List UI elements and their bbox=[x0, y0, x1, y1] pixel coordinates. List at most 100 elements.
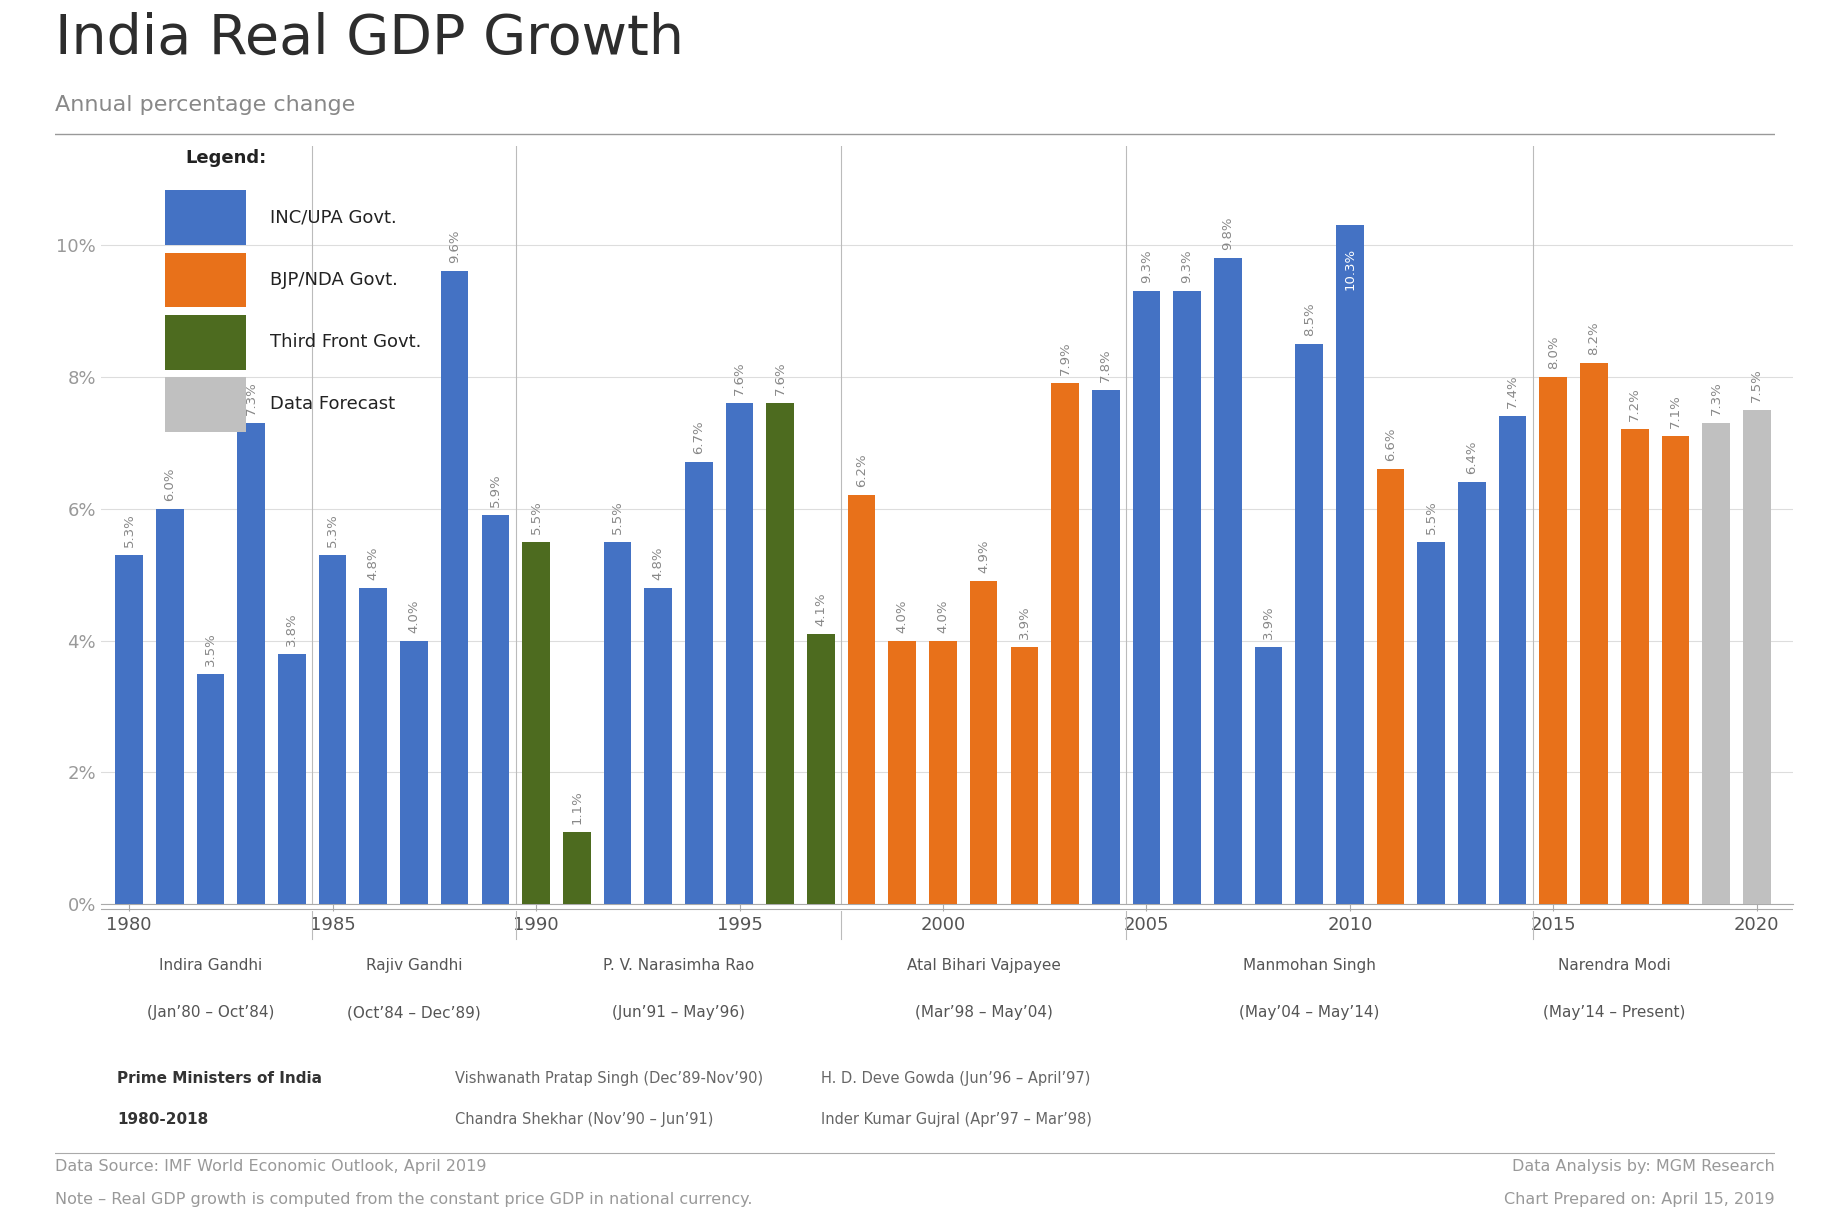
Bar bbox=[238, 422, 265, 904]
Text: Annual percentage change: Annual percentage change bbox=[55, 95, 355, 115]
Bar bbox=[115, 555, 143, 904]
Text: Rajiv Gandhi: Rajiv Gandhi bbox=[366, 958, 463, 972]
Text: 6.6%: 6.6% bbox=[1383, 427, 1396, 461]
Text: 5.9%: 5.9% bbox=[489, 473, 501, 507]
Text: 3.9%: 3.9% bbox=[1017, 606, 1030, 640]
Text: 6.4%: 6.4% bbox=[1466, 441, 1479, 475]
Text: 7.8%: 7.8% bbox=[1100, 348, 1113, 382]
Bar bbox=[359, 588, 388, 904]
Text: Vishwanath Pratap Singh (Dec’89-Nov’90): Vishwanath Pratap Singh (Dec’89-Nov’90) bbox=[454, 1072, 763, 1087]
Text: 6.7%: 6.7% bbox=[692, 421, 705, 454]
Bar bbox=[1459, 482, 1486, 904]
Bar bbox=[401, 641, 428, 904]
Text: 5.5%: 5.5% bbox=[611, 500, 624, 534]
FancyBboxPatch shape bbox=[165, 314, 247, 369]
Bar bbox=[1050, 384, 1080, 904]
Text: 4.1%: 4.1% bbox=[814, 592, 827, 626]
Bar bbox=[1539, 376, 1566, 904]
Bar bbox=[441, 271, 468, 904]
Bar bbox=[522, 541, 549, 904]
Text: (May’14 – Present): (May’14 – Present) bbox=[1543, 1005, 1685, 1020]
Text: 7.2%: 7.2% bbox=[1629, 387, 1642, 421]
Bar bbox=[727, 403, 754, 904]
Text: India Real GDP Growth: India Real GDP Growth bbox=[55, 12, 684, 66]
Bar bbox=[1296, 344, 1323, 904]
Text: Atal Bihari Vajpayee: Atal Bihari Vajpayee bbox=[906, 958, 1061, 972]
Text: Note – Real GDP growth is computed from the constant price GDP in national curre: Note – Real GDP growth is computed from … bbox=[55, 1192, 752, 1207]
Bar bbox=[970, 582, 997, 904]
Bar bbox=[1499, 416, 1526, 904]
Text: Data Forecast: Data Forecast bbox=[271, 396, 395, 414]
Text: Indira Gandhi: Indira Gandhi bbox=[159, 958, 262, 972]
Text: 7.9%: 7.9% bbox=[1058, 341, 1072, 375]
Bar bbox=[1376, 469, 1404, 904]
Text: Third Front Govt.: Third Front Govt. bbox=[271, 333, 421, 351]
Bar bbox=[930, 641, 957, 904]
Text: 4.8%: 4.8% bbox=[366, 546, 381, 580]
Text: INC/UPA Govt.: INC/UPA Govt. bbox=[271, 209, 397, 227]
Bar bbox=[1010, 647, 1038, 904]
Bar bbox=[847, 495, 875, 904]
Text: 5.5%: 5.5% bbox=[1426, 500, 1438, 534]
Bar bbox=[807, 634, 834, 904]
Text: Legend:: Legend: bbox=[185, 149, 267, 168]
Text: 9.3%: 9.3% bbox=[1180, 249, 1193, 283]
FancyBboxPatch shape bbox=[165, 253, 247, 307]
Bar bbox=[1336, 225, 1363, 904]
Text: 7.6%: 7.6% bbox=[774, 362, 787, 395]
Text: 5.3%: 5.3% bbox=[326, 514, 339, 546]
Text: 1.1%: 1.1% bbox=[571, 790, 584, 824]
Text: Data Analysis by: MGM Research: Data Analysis by: MGM Research bbox=[1512, 1158, 1775, 1174]
Text: Inder Kumar Gujral (Apr’97 – Mar’98): Inder Kumar Gujral (Apr’97 – Mar’98) bbox=[822, 1112, 1093, 1127]
Text: 1980-2018: 1980-2018 bbox=[117, 1112, 209, 1127]
Text: 7.6%: 7.6% bbox=[734, 362, 747, 395]
Text: 4.0%: 4.0% bbox=[408, 599, 421, 632]
Text: (May’04 – May’14): (May’04 – May’14) bbox=[1239, 1005, 1380, 1020]
Text: 4.0%: 4.0% bbox=[895, 599, 910, 632]
Text: 5.5%: 5.5% bbox=[529, 500, 542, 534]
Text: H. D. Deve Gowda (Jun’96 – April’97): H. D. Deve Gowda (Jun’96 – April’97) bbox=[822, 1072, 1091, 1087]
Text: 3.9%: 3.9% bbox=[1263, 606, 1276, 640]
Text: 8.0%: 8.0% bbox=[1546, 335, 1559, 369]
Text: 9.8%: 9.8% bbox=[1221, 216, 1233, 250]
Text: 7.5%: 7.5% bbox=[1749, 368, 1764, 402]
Bar bbox=[644, 588, 672, 904]
Bar bbox=[1418, 541, 1446, 904]
Text: Narendra Modi: Narendra Modi bbox=[1557, 958, 1671, 972]
Bar bbox=[767, 403, 794, 904]
Text: 8.2%: 8.2% bbox=[1587, 322, 1601, 356]
Text: BJP/NDA Govt.: BJP/NDA Govt. bbox=[271, 271, 397, 289]
Text: (Jun’91 – May’96): (Jun’91 – May’96) bbox=[611, 1005, 745, 1020]
Text: 5.3%: 5.3% bbox=[123, 514, 135, 546]
Bar bbox=[1255, 647, 1283, 904]
Bar bbox=[156, 509, 183, 904]
Text: 6.0%: 6.0% bbox=[163, 467, 176, 500]
Text: Data Source: IMF World Economic Outlook, April 2019: Data Source: IMF World Economic Outlook,… bbox=[55, 1158, 487, 1174]
Text: (Mar’98 – May’04): (Mar’98 – May’04) bbox=[915, 1005, 1052, 1020]
FancyBboxPatch shape bbox=[165, 378, 247, 432]
Text: 7.3%: 7.3% bbox=[245, 381, 258, 415]
Text: P. V. Narasimha Rao: P. V. Narasimha Rao bbox=[602, 958, 754, 972]
Text: 4.9%: 4.9% bbox=[977, 540, 990, 573]
Text: 3.8%: 3.8% bbox=[285, 612, 298, 646]
Bar bbox=[481, 515, 509, 904]
Text: 7.4%: 7.4% bbox=[1506, 375, 1519, 408]
Bar bbox=[318, 555, 346, 904]
Text: 4.8%: 4.8% bbox=[651, 546, 664, 580]
Bar bbox=[1579, 363, 1609, 904]
Text: Manmohan Singh: Manmohan Singh bbox=[1243, 958, 1376, 972]
Bar bbox=[1702, 422, 1729, 904]
Text: 7.1%: 7.1% bbox=[1669, 395, 1682, 429]
Bar bbox=[1213, 257, 1241, 904]
Text: 10.3%: 10.3% bbox=[1343, 248, 1356, 290]
FancyBboxPatch shape bbox=[165, 191, 247, 245]
Text: 9.6%: 9.6% bbox=[448, 229, 461, 263]
Text: 9.3%: 9.3% bbox=[1140, 249, 1153, 283]
Text: Prime Ministers of India: Prime Ministers of India bbox=[117, 1072, 322, 1087]
Bar bbox=[564, 832, 591, 904]
Bar bbox=[1173, 291, 1200, 904]
Bar bbox=[1093, 390, 1120, 904]
Text: 7.3%: 7.3% bbox=[1709, 381, 1722, 415]
Text: Chandra Shekhar (Nov’90 – Jun’91): Chandra Shekhar (Nov’90 – Jun’91) bbox=[454, 1112, 714, 1127]
Bar bbox=[1133, 291, 1160, 904]
